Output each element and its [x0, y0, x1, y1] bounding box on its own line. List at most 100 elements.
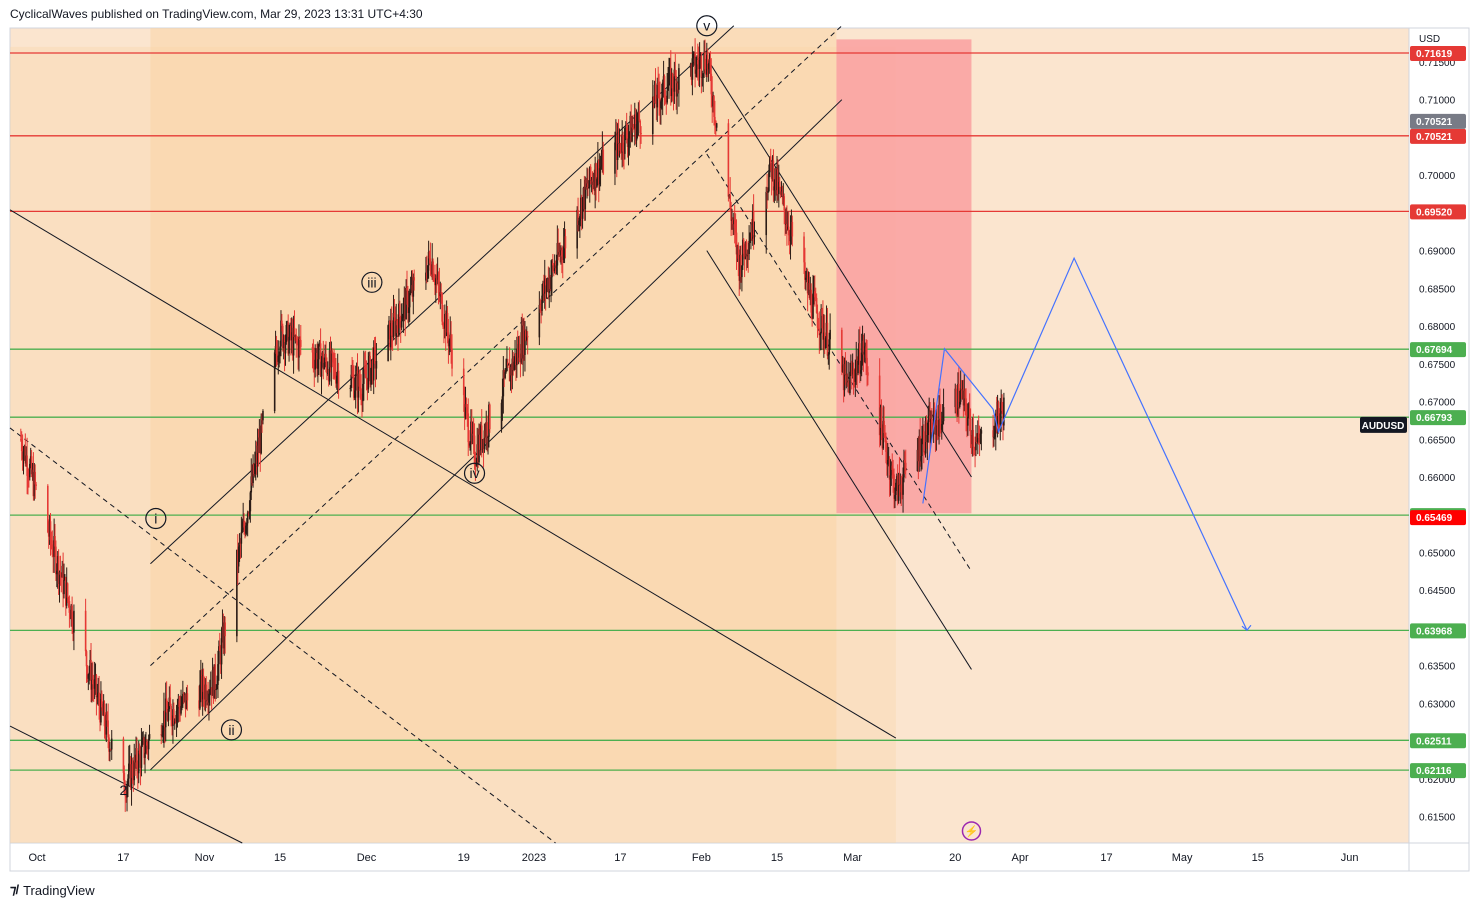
candle-body — [624, 127, 627, 129]
candle-body — [469, 443, 471, 446]
candle-body — [140, 745, 143, 768]
price-badge-0.71619-bg — [1410, 45, 1466, 61]
price-tick-label: 0.70000 — [1419, 171, 1456, 182]
candle-body — [412, 277, 415, 297]
candle-body — [598, 168, 601, 185]
candle-body — [979, 433, 982, 443]
candle-body — [164, 710, 166, 728]
candle-body — [904, 460, 906, 463]
candle-body — [32, 469, 35, 497]
candle-body — [363, 366, 366, 370]
candle-body — [406, 287, 408, 291]
candle-body — [519, 361, 522, 363]
candle-body — [857, 360, 859, 374]
candle-body — [87, 674, 90, 679]
candle-body — [134, 757, 136, 763]
candle-body — [626, 138, 629, 148]
candle-body — [736, 245, 739, 255]
candle-body — [335, 375, 338, 384]
candle-body — [508, 364, 511, 382]
time-tick-label: 17 — [117, 852, 129, 864]
wave-label-iii: iii — [367, 274, 376, 290]
candle-body — [481, 439, 484, 450]
candle-body — [239, 543, 242, 545]
candle-body — [368, 355, 371, 365]
candle-body — [183, 693, 186, 696]
candle-body — [387, 325, 389, 361]
candle-body — [827, 354, 830, 356]
candle-body — [817, 327, 820, 329]
candle-body — [173, 721, 176, 724]
candle-body — [542, 283, 544, 296]
candle-body — [185, 693, 188, 709]
candle-body — [110, 749, 112, 751]
candle-body — [809, 289, 812, 299]
candle-body — [448, 340, 451, 347]
candle-body — [553, 265, 556, 272]
candle-body — [430, 270, 433, 275]
candle-body — [703, 52, 705, 74]
candle-body — [243, 521, 245, 528]
candle-body — [62, 565, 64, 595]
candle-body — [818, 328, 821, 336]
candle-body — [244, 527, 246, 534]
candle-body — [956, 411, 958, 415]
candle-body — [825, 322, 828, 339]
candle-body — [862, 340, 865, 355]
candle-body — [970, 435, 973, 445]
candle-body — [695, 69, 697, 74]
candle-body — [898, 474, 901, 486]
candle-body — [440, 292, 443, 295]
price-badge-0.63968-bg — [1410, 623, 1466, 639]
time-tick-label: Apr — [1012, 852, 1029, 864]
candle-body — [129, 759, 132, 788]
candle-body — [90, 659, 92, 690]
candle-body — [666, 90, 668, 103]
candle-body — [885, 436, 887, 453]
candle-body — [471, 421, 473, 434]
candle-body — [142, 737, 145, 741]
candle-body — [68, 601, 71, 613]
candle-body — [394, 317, 397, 336]
candle-body — [217, 664, 219, 685]
candle-body — [47, 485, 49, 533]
candle-body — [772, 160, 775, 191]
candle-body — [589, 166, 592, 181]
candle-body — [162, 731, 164, 735]
candle-body — [207, 700, 209, 703]
time-axis-background — [10, 843, 1469, 871]
candle-body — [278, 355, 280, 357]
candle-body — [21, 451, 24, 460]
wave-label-circle — [145, 507, 167, 530]
price-tick-label: 0.67000 — [1419, 398, 1456, 409]
candle-body — [467, 413, 470, 443]
candle-body — [1001, 402, 1003, 411]
candle-body — [370, 368, 372, 385]
candle-body — [446, 312, 449, 333]
candle-body — [543, 278, 546, 294]
candle-body — [552, 262, 554, 266]
candle-body — [789, 230, 792, 242]
candle-body — [279, 346, 281, 356]
price-badge-0.66793: 0.66793 — [1416, 413, 1453, 424]
candle-body — [865, 346, 867, 358]
candle-body — [478, 434, 480, 463]
candle-body — [31, 469, 34, 475]
candle-body — [200, 674, 203, 700]
candle-body — [106, 714, 109, 721]
candle-body — [146, 745, 149, 750]
candle-body — [60, 574, 63, 578]
candle-body — [256, 445, 259, 464]
candle-body — [369, 355, 371, 385]
candle-body — [57, 556, 60, 584]
candle-body — [994, 433, 996, 437]
candle-body — [400, 321, 403, 328]
candle-body — [576, 209, 578, 249]
candle-body — [108, 737, 110, 752]
candle-body — [1003, 397, 1005, 426]
candle-body — [601, 149, 604, 166]
candle-body — [241, 529, 244, 533]
candle-body — [471, 431, 474, 434]
candle-body — [615, 135, 618, 161]
